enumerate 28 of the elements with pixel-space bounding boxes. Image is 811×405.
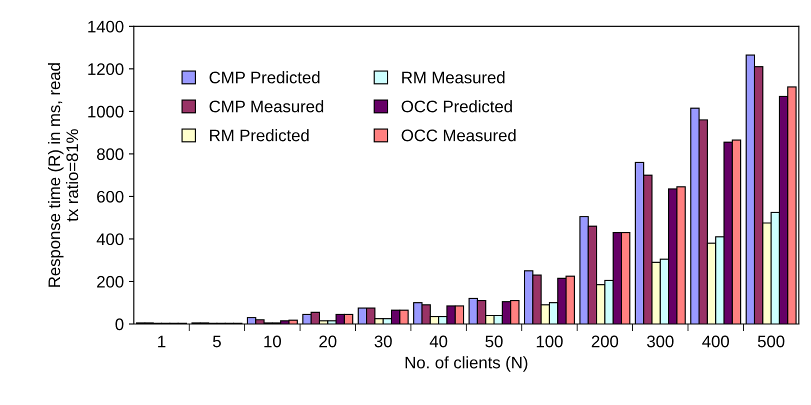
legend-label: OCC Predicted xyxy=(402,100,512,112)
x-tick-label: 40 xyxy=(430,336,448,348)
x-tick-label: 1 xyxy=(158,336,166,348)
y-axis-title: Response time (R) in ms, read tx ratio=81% xyxy=(48,63,78,287)
y-tick-label: 1400 xyxy=(88,20,124,33)
legend-label: CMP Measured xyxy=(210,100,324,112)
y-tick-label: 400 xyxy=(96,233,124,246)
x-tick-label: 10 xyxy=(264,336,281,348)
x-tick-label: 400 xyxy=(702,336,729,348)
x-tick-label: 200 xyxy=(592,336,618,348)
x-tick-label: 100 xyxy=(536,336,563,348)
y-tick-label: 600 xyxy=(97,190,124,203)
legend-label: OCC Measured xyxy=(402,129,516,142)
x-tick-label: 30 xyxy=(374,336,392,348)
x-axis-title: No. of clients (N) xyxy=(406,356,528,372)
legend-label: CMP Predicted xyxy=(210,71,320,84)
legend-label: RM Measured xyxy=(402,71,504,84)
x-tick-label: 20 xyxy=(319,336,336,348)
x-tick-label: 5 xyxy=(212,336,221,348)
x-tick-label: 300 xyxy=(647,336,674,348)
legend-label: RM Predicted xyxy=(210,129,309,142)
y-tick-label: 1200 xyxy=(88,63,124,76)
x-tick-label: 500 xyxy=(758,336,784,348)
y-tick-label: 0 xyxy=(115,318,124,330)
y-tick-label: 800 xyxy=(97,148,124,160)
y-tick-label: 1000 xyxy=(88,106,124,118)
y-tick-label: 200 xyxy=(97,276,124,288)
x-tick-label: 50 xyxy=(485,336,503,348)
